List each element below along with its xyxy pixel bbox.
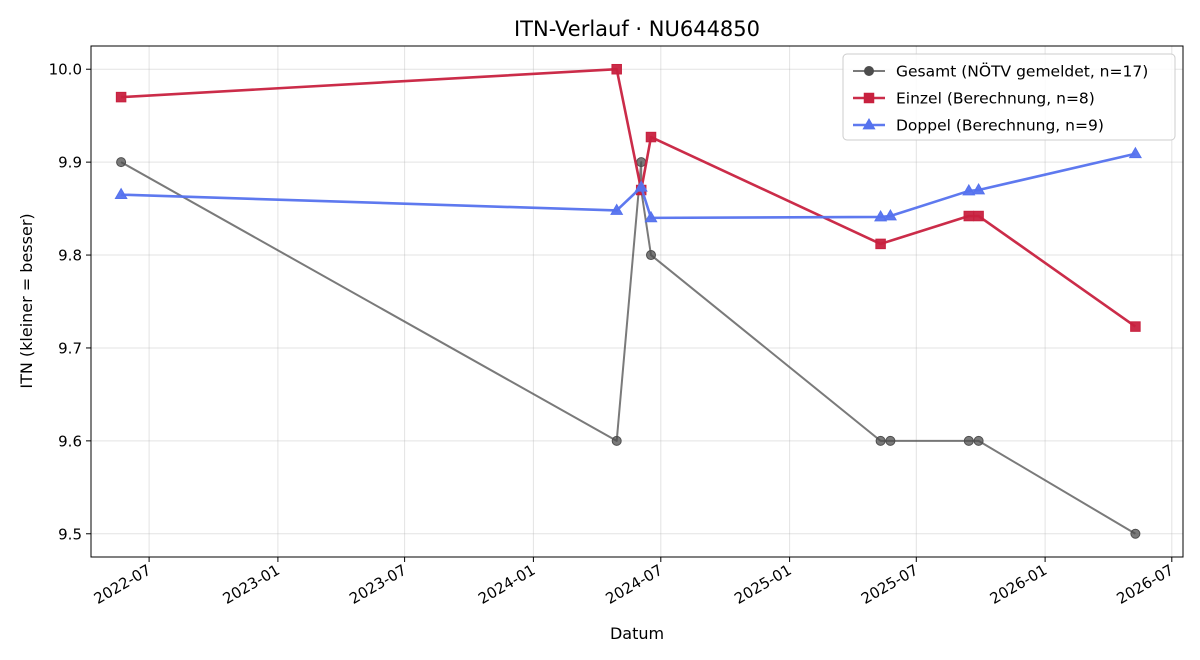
data-point <box>972 183 986 195</box>
data-point <box>973 435 984 446</box>
data-point <box>646 250 656 261</box>
x-tick-label: 2023-01 <box>220 561 283 608</box>
legend-label: Einzel (Berechnung, n=8) <box>896 90 1095 108</box>
x-tick-label: 2023-07 <box>346 561 409 608</box>
x-tick-label: 2022-07 <box>91 561 154 608</box>
legend-label: Gesamt (NÖTV gemeldet, n=17) <box>896 62 1148 81</box>
legend-entry: Gesamt (NÖTV gemeldet, n=17) <box>853 62 1148 81</box>
legend-marker <box>862 117 876 130</box>
series-layer <box>114 63 1142 539</box>
data-point <box>611 63 622 75</box>
data-point <box>644 210 658 223</box>
data-point <box>114 187 128 200</box>
chart-title: ITN-Verlauf · NU644850 <box>514 17 760 41</box>
legend: Gesamt (NÖTV gemeldet, n=17) Einzel (Bere… <box>842 53 1176 141</box>
data-point <box>875 238 886 250</box>
x-tick-label: 2025-01 <box>731 561 794 608</box>
y-tick-label: 9.7 <box>58 339 82 357</box>
x-tick-label: 2026-01 <box>987 561 1050 608</box>
data-point <box>116 157 127 168</box>
data-point <box>973 210 984 222</box>
x-tick-label: 2024-07 <box>603 561 666 608</box>
axes: 9.5 9.6 9.7 9.8 9.9 10.0 2022-07 2023-01 2023-07… <box>49 61 1177 608</box>
x-axis-label: Datum <box>610 624 664 643</box>
x-tick-label: 2025-07 <box>858 561 921 608</box>
data-point <box>634 180 648 192</box>
legend-label: Doppel (Berechnung, n=9) <box>896 117 1104 135</box>
data-point <box>636 157 647 168</box>
data-point <box>963 210 975 222</box>
data-point <box>962 183 976 196</box>
x-tick-label: 2026-07 <box>1114 561 1177 608</box>
data-point <box>883 209 897 221</box>
y-tick-label: 9.9 <box>58 154 82 172</box>
y-tick-label: 9.8 <box>58 247 82 265</box>
legend-entry: Doppel (Berechnung, n=9) <box>853 117 1104 135</box>
data-point <box>963 435 974 446</box>
series-line <box>121 152 1136 220</box>
data-point <box>1130 321 1141 332</box>
data-point <box>885 435 896 446</box>
legend-box <box>842 53 1176 141</box>
series-3 <box>114 146 1142 223</box>
legend-entry: Einzel (Berechnung, n=8) <box>853 90 1095 108</box>
data-point <box>115 91 127 103</box>
y-tick-label: 10.0 <box>49 61 82 79</box>
legend-marker <box>864 66 874 76</box>
data-point <box>645 131 657 143</box>
data-point <box>610 203 624 215</box>
x-tick-label: 2024-01 <box>475 561 538 608</box>
legend-marker <box>863 92 875 104</box>
y-tick-label: 9.5 <box>58 525 82 543</box>
y-tick-label: 9.6 <box>58 432 82 450</box>
data-point <box>1128 146 1142 159</box>
data-point <box>611 435 622 446</box>
y-axis-label: ITN (kleiner = besser) <box>17 213 36 388</box>
data-point <box>874 209 888 222</box>
data-point <box>1130 528 1141 539</box>
plot-frame <box>90 45 1184 558</box>
data-point <box>875 435 886 446</box>
series-1 <box>116 157 1141 539</box>
